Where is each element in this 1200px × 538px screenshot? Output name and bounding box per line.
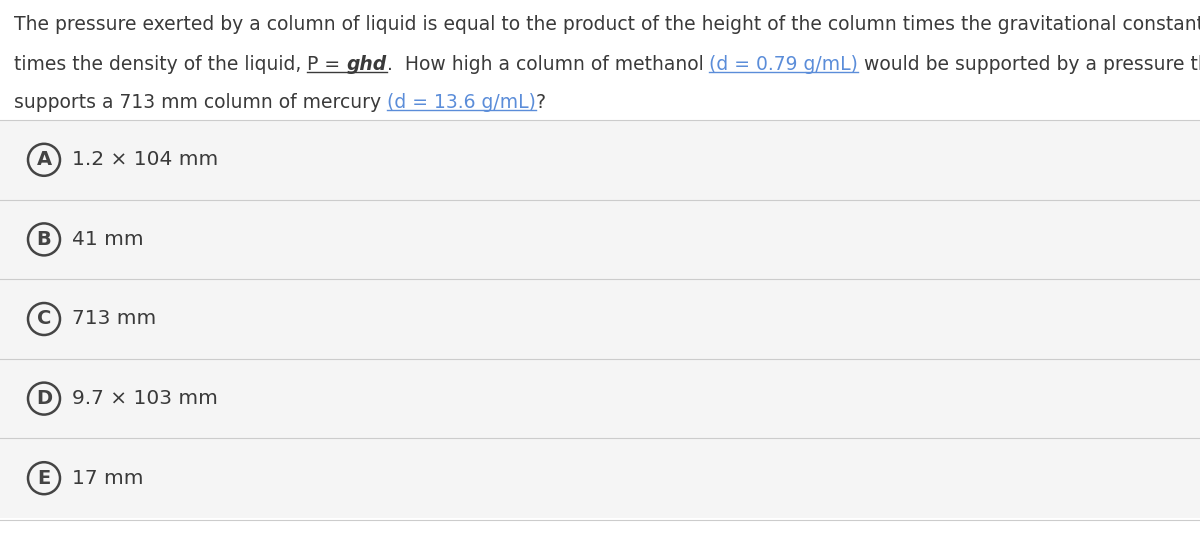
Text: 9.7 × 103 mm: 9.7 × 103 mm [72,389,218,408]
Text: .  How high a column of methanol: . How high a column of methanol [386,55,709,74]
Text: ?: ? [536,93,546,112]
Text: B: B [37,230,52,249]
Text: 713 mm: 713 mm [72,309,156,329]
Text: supports a 713 mm column of mercury: supports a 713 mm column of mercury [14,93,388,112]
Text: ghd: ghd [347,55,386,74]
Text: (d = 0.79 g/mL): (d = 0.79 g/mL) [709,55,858,74]
Bar [0,120,1200,200]
Text: C: C [37,309,52,329]
Text: The pressure exerted by a column of liquid is equal to the product of the height: The pressure exerted by a column of liqu… [14,15,1200,34]
Bar [0,279,1200,359]
Text: E: E [37,469,50,488]
Text: P =: P = [307,55,347,74]
Bar [0,359,1200,438]
Bar [0,438,1200,518]
Text: 41 mm: 41 mm [72,230,144,249]
Text: D: D [36,389,52,408]
Text: times the density of the liquid,: times the density of the liquid, [14,55,307,74]
Text: 17 mm: 17 mm [72,469,144,488]
Text: would be supported by a pressure that: would be supported by a pressure that [858,55,1200,74]
Text: (d = 13.6 g/mL): (d = 13.6 g/mL) [388,93,536,112]
Text: A: A [36,150,52,169]
Text: 1.2 × 104 mm: 1.2 × 104 mm [72,150,218,169]
Bar [0,200,1200,279]
